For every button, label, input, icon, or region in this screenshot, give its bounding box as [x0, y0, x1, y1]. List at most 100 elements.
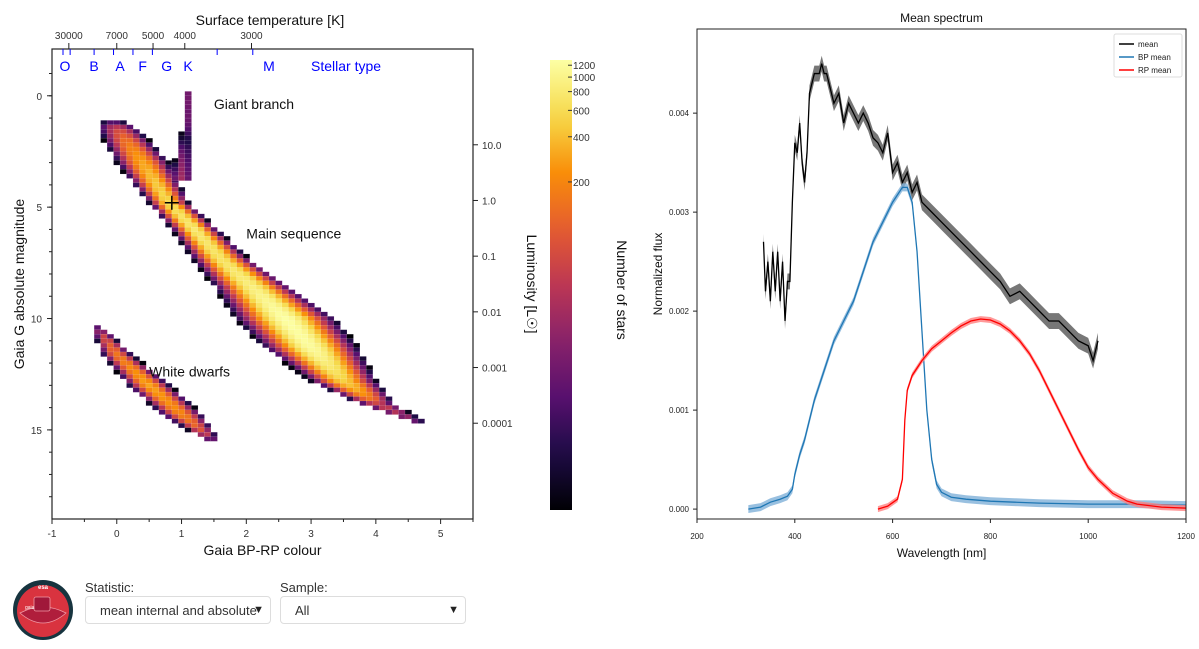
heatmap-cell: [152, 173, 160, 179]
heatmap-cell: [366, 391, 374, 397]
heatmap-cell: [275, 284, 283, 290]
heatmap-cell: [262, 311, 270, 317]
heatmap-cell: [340, 365, 348, 371]
heatmap-cell: [165, 169, 173, 175]
heatmap-cell: [307, 356, 315, 362]
heatmap-cell: [165, 218, 173, 224]
heatmap-cell: [119, 374, 127, 380]
heatmap-cell: [229, 307, 238, 313]
luminosity-tick-label: 0.01: [482, 308, 502, 319]
heatmap-cell: [307, 360, 315, 366]
hr-diagram[interactable]: Main sequence Giant branch White dwarfs -1 0…: [0, 0, 640, 560]
heatmap-cell: [346, 378, 354, 384]
x-tick-label: 2: [244, 529, 250, 540]
heatmap-cell: [255, 289, 263, 295]
heatmap-cell: [158, 173, 166, 179]
heatmap-cell: [158, 387, 166, 393]
heatmap-cell: [119, 133, 127, 139]
luminosity-tick-label: 0.001: [482, 364, 507, 375]
heatmap-cell: [119, 169, 127, 175]
heatmap-cell: [366, 382, 374, 389]
heatmap-cell: [139, 374, 147, 380]
heatmap-cell: [372, 387, 380, 393]
heatmap-cell: [158, 169, 166, 175]
heatmap-cell: [210, 267, 218, 273]
heatmap-cell: [223, 276, 231, 282]
heatmap-cell: [333, 338, 341, 344]
heatmap-cell: [210, 280, 218, 286]
heatmap-cell: [113, 351, 121, 357]
heatmap-cell: [366, 374, 374, 380]
heatmap-cell: [184, 405, 192, 411]
heatmap-cell: [178, 204, 186, 210]
heatmap-cell: [327, 351, 335, 357]
heatmap-cell: [307, 342, 315, 348]
heatmap-cell: [184, 104, 192, 110]
heatmap-cell: [404, 414, 412, 420]
heatmap-cell: [184, 175, 192, 181]
heatmap-cell: [119, 347, 127, 353]
heatmap-cell: [132, 378, 140, 384]
stellar-type-label: F: [138, 58, 147, 74]
heatmap-cell: [327, 320, 335, 326]
heatmap-cell: [294, 298, 302, 304]
heatmap-cell: [113, 338, 121, 344]
heatmap-cell: [346, 391, 354, 397]
heatmap-cell: [340, 333, 348, 339]
heatmap-cell: [126, 356, 134, 362]
heatmap-cell: [132, 182, 140, 188]
sample-dropdown[interactable]: All ▼: [280, 596, 466, 624]
heatmap-cell: [184, 200, 192, 206]
heatmap-cell: [165, 164, 173, 170]
heatmap-cell: [217, 244, 225, 250]
heatmap-cell: [165, 391, 173, 397]
statistic-dropdown[interactable]: mean internal and absolute ▼: [85, 596, 271, 624]
heatmap-cell: [184, 227, 192, 233]
heatmap-cell: [294, 342, 302, 348]
temperature-tick-label: 30000: [55, 31, 83, 42]
heatmap-cell: [145, 195, 153, 201]
heatmap-cell: [178, 200, 186, 206]
heatmap-cell: [204, 235, 212, 241]
heatmap-cell: [281, 342, 289, 348]
heatmap-cell: [262, 302, 270, 308]
heatmap-cell: [378, 400, 386, 406]
heatmap-cell: [145, 137, 153, 143]
heatmap-cell: [191, 240, 199, 246]
heatmap-cell: [320, 342, 328, 348]
heatmap-cell: [152, 200, 160, 206]
heatmap-cell: [184, 140, 192, 146]
heatmap-cell: [165, 173, 173, 179]
heatmap-cell: [204, 423, 212, 429]
heatmap-cell: [210, 253, 218, 259]
heatmap-cell: [307, 329, 315, 335]
heatmap-cell: [100, 342, 108, 348]
heatmap-cell: [171, 171, 179, 177]
heatmap-cell: [249, 329, 257, 335]
heatmap-cell: [366, 378, 374, 384]
heatmap-cell: [178, 166, 186, 172]
heatmap-cell: [106, 129, 114, 135]
heatmap-cell: [178, 186, 186, 192]
heatmap-cell: [242, 302, 250, 308]
heatmap-cell: [178, 227, 186, 233]
temperature-tick-label: 7000: [106, 31, 129, 42]
heatmap-cell: [139, 133, 147, 139]
heatmap-cell: [236, 320, 244, 326]
heatmap-cell: [242, 253, 250, 259]
y-axis-label: Gaia G absolute magnitude: [11, 199, 27, 370]
heatmap-cell: [191, 218, 199, 224]
heatmap-cell: [106, 133, 114, 139]
heatmap-cell: [314, 365, 322, 371]
heatmap-cell: [262, 329, 270, 335]
mean-spectrum-chart[interactable]: 200 400 600 800 1000 1200 0.000 0.001 0.002 0.003…: [640, 0, 1199, 570]
series-line: [877, 318, 1187, 510]
heatmap-cell: [139, 387, 147, 393]
heatmap-cell: [333, 369, 341, 375]
heatmap-cell: [191, 249, 199, 255]
heatmap-cell: [171, 209, 179, 215]
heatmap-cell: [301, 356, 309, 362]
heatmap-cell: [346, 369, 354, 375]
heatmap-cell: [145, 391, 153, 397]
heatmap-cell: [204, 222, 212, 228]
